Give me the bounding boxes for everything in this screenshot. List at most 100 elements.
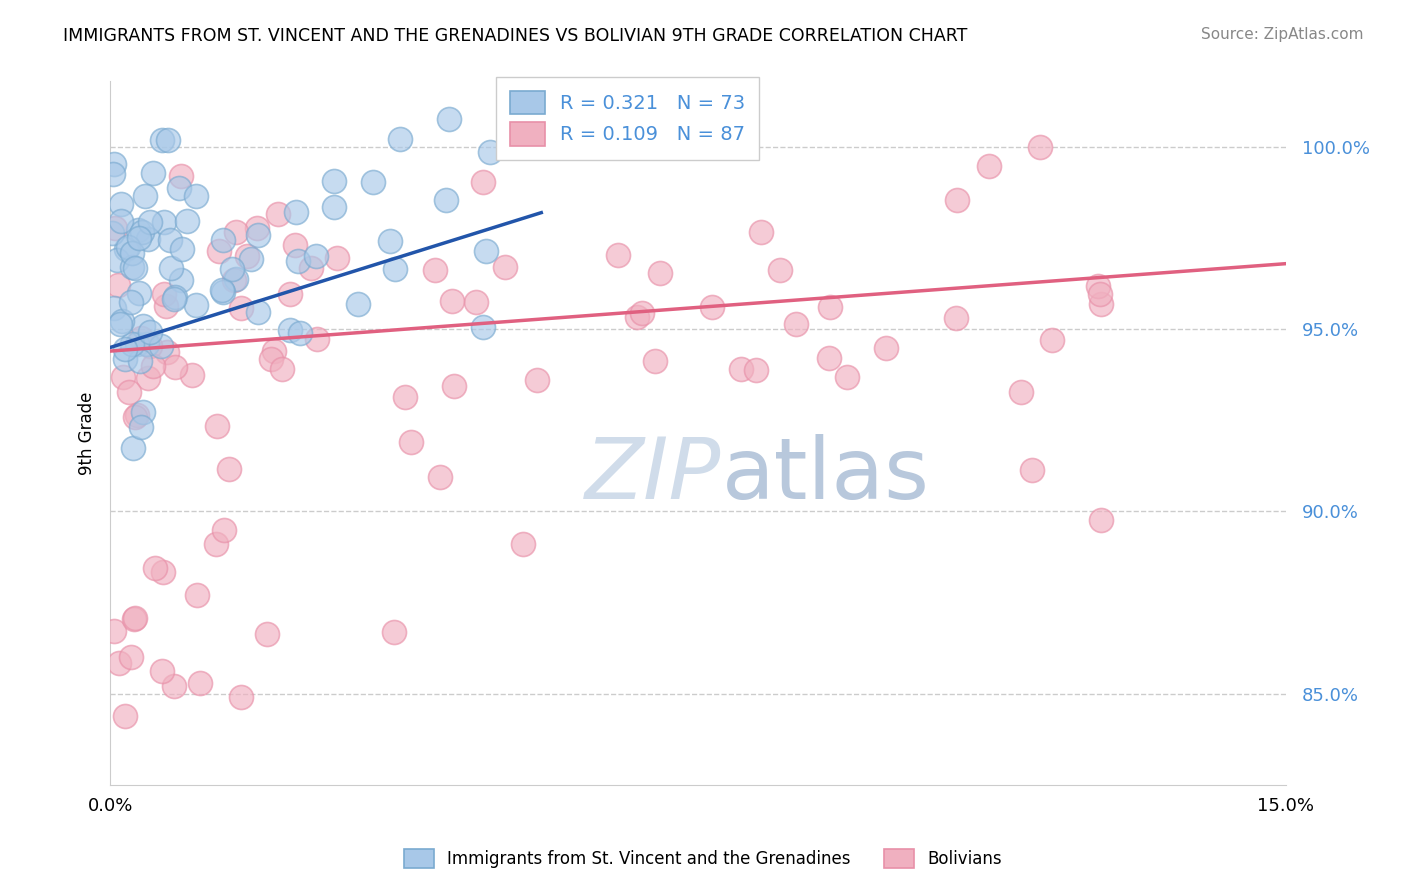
Point	[388, 131, 411, 145]
Point	[284, 238, 307, 252]
Point	[176, 214, 198, 228]
Point	[700, 300, 723, 314]
Point	[326, 252, 349, 266]
Point	[380, 234, 402, 248]
Point	[1029, 140, 1052, 154]
Point	[648, 266, 671, 280]
Point	[749, 226, 772, 240]
Point	[247, 227, 270, 242]
Point	[1010, 385, 1032, 400]
Point	[208, 244, 231, 258]
Point	[107, 277, 129, 292]
Point	[218, 462, 240, 476]
Point	[1088, 286, 1111, 301]
Point	[150, 133, 173, 147]
Point	[103, 624, 125, 638]
Point	[122, 611, 145, 625]
Point	[110, 213, 132, 227]
Point	[1090, 513, 1112, 527]
Point	[128, 285, 150, 300]
Point	[186, 588, 208, 602]
Point	[256, 627, 278, 641]
Point	[121, 336, 143, 351]
Point	[240, 252, 263, 267]
Point	[322, 200, 344, 214]
Point	[512, 537, 534, 551]
Point	[977, 159, 1000, 173]
Point	[305, 249, 328, 263]
Point	[184, 188, 207, 202]
Point	[142, 166, 165, 180]
Point	[129, 419, 152, 434]
Point	[263, 344, 285, 359]
Point	[131, 225, 153, 239]
Point	[135, 337, 157, 351]
Point	[1021, 463, 1043, 477]
Point	[1040, 333, 1063, 347]
Point	[139, 338, 162, 352]
Point	[211, 284, 233, 298]
Point	[136, 371, 159, 385]
Text: atlas: atlas	[721, 434, 929, 516]
Point	[475, 244, 498, 258]
Point	[323, 174, 346, 188]
Point	[245, 221, 267, 235]
Point	[153, 287, 176, 301]
Point	[134, 189, 156, 203]
Point	[165, 290, 187, 304]
Point	[120, 650, 142, 665]
Legend: Immigrants from St. Vincent and the Grenadines, Bolivians: Immigrants from St. Vincent and the Gren…	[398, 842, 1008, 875]
Point	[103, 167, 125, 181]
Point	[152, 214, 174, 228]
Text: IMMIGRANTS FROM ST. VINCENT AND THE GRENADINES VS BOLIVIAN 9TH GRADE CORRELATION: IMMIGRANTS FROM ST. VINCENT AND THE GREN…	[63, 27, 967, 45]
Point	[626, 310, 648, 325]
Point	[163, 292, 186, 306]
Point	[437, 112, 460, 127]
Point	[129, 331, 152, 345]
Point	[156, 344, 179, 359]
Point	[361, 175, 384, 189]
Point	[267, 207, 290, 221]
Point	[184, 298, 207, 312]
Point	[231, 690, 253, 704]
Point	[132, 404, 155, 418]
Point	[478, 145, 501, 160]
Point	[630, 306, 652, 320]
Point	[143, 561, 166, 575]
Point	[606, 248, 628, 262]
Point	[818, 300, 841, 314]
Point	[159, 260, 181, 275]
Legend: R = 0.321   N = 73, R = 0.109   N = 87: R = 0.321 N = 73, R = 0.109 N = 87	[496, 77, 759, 160]
Point	[730, 362, 752, 376]
Point	[471, 320, 494, 334]
Point	[121, 246, 143, 260]
Point	[170, 273, 193, 287]
Point	[212, 233, 235, 247]
Point	[236, 249, 259, 263]
Point	[170, 242, 193, 256]
Point	[128, 231, 150, 245]
Point	[745, 363, 768, 377]
Point	[769, 263, 792, 277]
Point	[124, 409, 146, 424]
Point	[121, 441, 143, 455]
Point	[443, 379, 465, 393]
Point	[384, 261, 406, 276]
Point	[124, 261, 146, 276]
Point	[165, 360, 187, 375]
Point	[425, 263, 447, 277]
Point	[104, 221, 127, 235]
Point	[128, 353, 150, 368]
Text: ZIP: ZIP	[585, 434, 721, 516]
Point	[157, 133, 180, 147]
Point	[225, 271, 247, 285]
Point	[526, 373, 548, 387]
Point	[271, 362, 294, 376]
Point	[221, 261, 243, 276]
Point	[284, 205, 307, 219]
Point	[114, 351, 136, 366]
Point	[159, 233, 181, 247]
Point	[105, 253, 128, 268]
Point	[110, 197, 132, 211]
Point	[100, 226, 122, 240]
